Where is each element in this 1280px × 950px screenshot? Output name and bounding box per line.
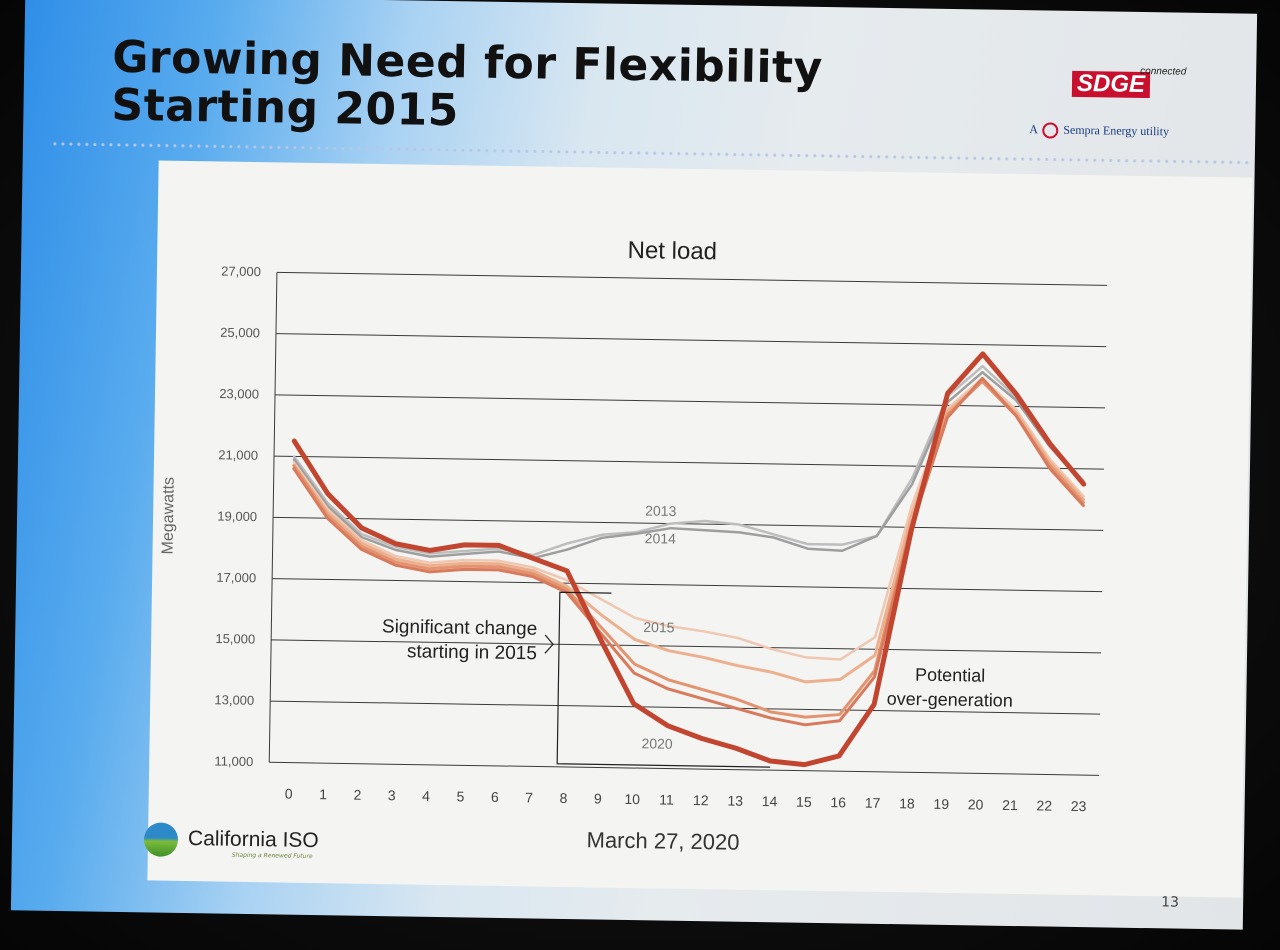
x-tick-label: 2: [353, 787, 361, 803]
series-label-2013: 2013: [645, 503, 677, 519]
net-load-chart: Net load11,00013,00015,00017,00019,00021…: [159, 237, 1107, 855]
sempra-swirl-icon: [1042, 122, 1059, 139]
x-tick-label: 14: [762, 793, 778, 809]
sempra-tagline-text: Sempra Energy utility: [1063, 122, 1170, 139]
y-axis-label: Megawatts: [159, 477, 177, 555]
slide: Growing Need for Flexibility Starting 20…: [10, 0, 1258, 930]
x-tick-label: 20: [968, 796, 984, 812]
sdge-logo-mark: SDGE: [1071, 70, 1151, 99]
slide-title: Growing Need for Flexibility Starting 20…: [111, 32, 823, 141]
series-label-2014: 2014: [645, 530, 677, 546]
series-line-2014: [292, 371, 1085, 560]
annotation-overgeneration-line2: over-generation: [887, 689, 1013, 711]
x-tick-label: 9: [594, 790, 602, 806]
x-tick-label: 22: [1036, 797, 1052, 813]
gridline-y: [275, 333, 1106, 348]
x-tick-label: 18: [899, 795, 915, 811]
x-tick-label: 17: [865, 795, 881, 811]
sdge-logo-connected: connected: [1140, 65, 1187, 78]
significant-change-bracket: [556, 591, 771, 768]
series-line-unlabeled-5: [292, 376, 1085, 727]
caiso-tagline: Shaping a Renewed Future: [231, 851, 313, 861]
series-line-2013: [292, 364, 1086, 557]
y-tick-label: 27,000: [221, 263, 261, 279]
x-tick-label: 0: [285, 786, 293, 802]
sempra-tagline-prefix: A: [1029, 122, 1038, 137]
gridline-y: [271, 639, 1102, 654]
y-tick-label: 15,000: [215, 631, 255, 647]
chart-card: Net load 11,000 13,000 15,000 17,000 19,000 21…: [147, 160, 1253, 898]
gridline-y: [274, 455, 1104, 470]
chart-title: Net load: [627, 237, 717, 265]
y-axis: [268, 272, 278, 763]
series-line-2020: [291, 351, 1087, 768]
y-tick-label: 11,000: [214, 753, 253, 769]
x-tick-label: 10: [624, 791, 640, 807]
y-tick-label: 19,000: [217, 508, 257, 524]
x-tick-label: 8: [559, 790, 567, 806]
x-tick-label: 5: [456, 788, 464, 804]
annotation-overgeneration-line1: Potential: [915, 665, 985, 686]
annotation-significant-change-line1: Significant change: [382, 616, 538, 639]
annotation-brace: [544, 634, 554, 654]
annotation-significant-change-line2: starting in 2015: [407, 641, 537, 664]
gridline-y: [272, 578, 1103, 593]
y-tick-label: 23,000: [219, 386, 259, 402]
x-tick-label: 3: [388, 787, 396, 803]
page-number: 13: [1161, 894, 1180, 911]
x-tick-label: 12: [693, 792, 709, 808]
x-tick-label: 6: [491, 789, 499, 805]
x-tick-label: 4: [422, 788, 430, 804]
y-tick-label: 13,000: [214, 692, 254, 708]
gridline-y: [275, 394, 1105, 409]
series-label-2020: 2020: [641, 735, 673, 751]
y-tick-label: 25,000: [220, 325, 260, 341]
caiso-name: California ISO: [187, 827, 319, 853]
y-tick-label: 21,000: [218, 447, 258, 463]
x-tick-label: 13: [727, 793, 743, 809]
gridline-y: [273, 516, 1103, 531]
x-tick-label: 21: [1002, 797, 1018, 813]
california-iso-logo: California ISO Shaping a Renewed Future: [132, 808, 363, 866]
x-tick-label: 16: [830, 794, 846, 810]
x-axis-label: March 27, 2020: [586, 827, 739, 854]
x-tick-label: 19: [933, 796, 949, 812]
series-label-2015: 2015: [643, 619, 675, 635]
sempra-tagline: A Sempra Energy utility: [1029, 122, 1169, 140]
y-tick-label: 17,000: [216, 570, 256, 586]
series-line-2015: [292, 379, 1085, 684]
x-tick-label: 7: [525, 789, 533, 805]
sdge-logo: SDGE connected A Sempra Energy utility: [1023, 60, 1225, 163]
gridline-y: [276, 271, 1107, 286]
x-tick-label: 23: [1071, 798, 1087, 814]
x-tick-label: 11: [659, 791, 674, 807]
gridline-y: [269, 761, 1100, 776]
caiso-globe-icon: [143, 822, 179, 857]
gridline-y: [270, 700, 1101, 715]
x-tick-label: 1: [319, 786, 327, 802]
x-tick-label: 15: [796, 794, 812, 810]
series-line-unlabeled-2: [292, 377, 1085, 661]
